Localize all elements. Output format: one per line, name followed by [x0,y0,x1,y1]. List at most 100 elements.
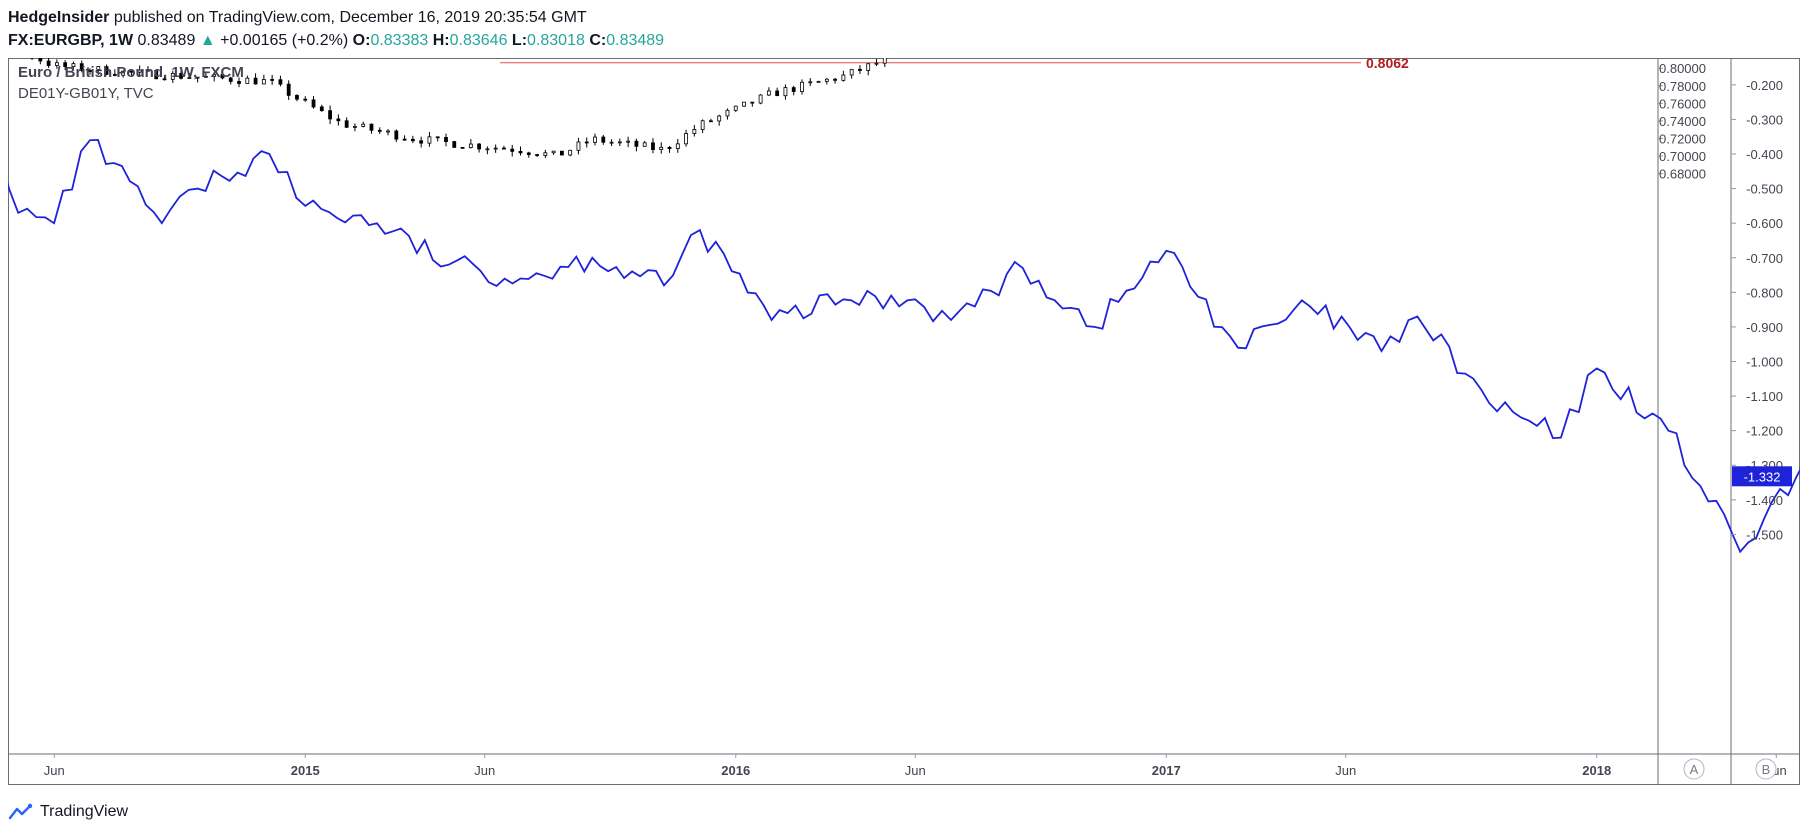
price-tick-label-8: 0.80000 [1659,61,1706,76]
candle-body-54 [319,106,324,112]
candle-body-103 [725,109,730,117]
candle-body-70 [452,141,457,148]
candle-body-23 [63,62,68,67]
candle-body-117 [841,74,846,81]
last-spread-badge [1732,466,1792,487]
candle-body-97 [675,143,680,150]
candle-body-56 [336,118,341,122]
candle-body-111 [791,87,796,92]
candle-body-68 [435,136,440,139]
spread-tick-label-14: -1.500 [1746,527,1783,542]
candle-body-122 [882,56,887,64]
candle-body-104 [733,105,738,111]
spread-tick-label-11: -1.200 [1746,424,1783,439]
candle-body-37 [179,72,183,79]
price-tick-label-14: 0.68000 [1659,167,1706,182]
candle-body-21 [46,60,51,66]
candle-body-119 [858,68,862,71]
candle-body-112 [800,81,804,92]
candle-body-107 [758,94,763,104]
x-tick-label-4: Jun [905,763,926,778]
tradingview-brand[interactable]: TradingView [40,803,129,820]
candle-body-90 [617,141,622,144]
candle-body-38 [187,77,192,80]
candle-body-85 [576,141,581,151]
price-tick-label-9: 0.78000 [1659,79,1706,94]
candle-body-95 [659,146,664,150]
pane-button-a[interactable] [1683,758,1705,780]
candle-body-74 [485,148,490,151]
candle-body-34 [154,69,159,80]
candle-body-110 [783,87,788,97]
candle-body-80 [535,154,539,156]
candle-body-82 [551,150,556,154]
candle-body-94 [651,142,655,150]
time-axis: Jun2015Jun2016Jun2017Jun2018Jun2019Jun20… [44,754,1787,778]
spread-tick-label-8: -0.900 [1746,320,1783,335]
spread-tick-label-1: -0.200 [1746,78,1783,93]
candle-body-100 [700,120,705,130]
price-tick-label-7: 0.82000 [1659,58,1706,59]
chart-svg[interactable]: 0.85000.83000.8062 0.960000.940000.92000… [0,0,1805,785]
pane-button-label-a: A [1690,762,1699,777]
close-label: C: [589,32,607,49]
spread-tick-label-10: -1.100 [1746,389,1783,404]
candle-body-36 [170,72,175,80]
candle-body-105 [742,101,746,107]
candle-body-20 [38,57,43,62]
low-label: L: [511,32,528,49]
legend-overlay[interactable]: DE01Y-GB01Y, TVC [18,85,154,102]
chart-frame[interactable]: 0.85000.83000.8062 0.960000.940000.92000… [0,0,1805,785]
x-tick-label-1: 2015 [291,763,320,778]
x-tick-label-7: 2018 [1582,763,1611,778]
up-triangle-icon: ▲ [199,32,216,49]
candle-body-81 [543,152,548,156]
candle-body-108 [766,90,771,96]
price-change: +0.00165 (+0.2%) [220,32,349,49]
footer: TradingView [8,800,128,824]
price-tick-label-11: 0.74000 [1659,114,1706,129]
candle-body-39 [195,76,200,79]
candle-body-32 [137,69,142,73]
candle-body-106 [750,101,755,104]
candle-body-55 [328,110,332,120]
candle-body-78 [518,150,523,154]
candle-body-101 [709,120,713,123]
spread-line [0,138,1805,554]
candle-body-47 [261,79,266,85]
candle-body-33 [146,69,150,72]
candle-body-96 [667,146,672,150]
spread-tick-label-2: -0.300 [1746,112,1783,127]
publisher-name[interactable]: HedgeInsider [8,9,110,26]
candle-body-102 [717,115,722,122]
legend-main[interactable]: Euro / British Pound, 1W, FXCM [18,64,244,81]
published-text: published on TradingView.com, December 1… [113,9,587,26]
candle-body-43 [228,77,233,82]
candle-body-121 [874,62,879,65]
spread-tick-label-6: -0.700 [1746,251,1783,266]
candle-body-26 [88,70,92,72]
candle-body-58 [353,125,357,128]
spread-tick-label-4: -0.500 [1746,182,1783,197]
candle-body-87 [593,136,597,143]
pane-button-b[interactable] [1755,758,1777,780]
tradingview-logo-icon[interactable] [8,803,34,821]
candle-body-50 [286,83,291,96]
candle-body-89 [609,141,614,144]
candle-body-69 [444,137,448,142]
last-price: 0.83489 [137,32,196,49]
candle-body-77 [510,148,515,152]
spread-tick-label-9: -1.000 [1746,355,1783,370]
close-value: 0.83489 [606,32,665,49]
candle-body-79 [526,152,531,155]
candle-body-109 [775,90,780,97]
candle-body-48 [270,79,275,81]
candle-body-31 [129,70,134,73]
candle-body-93 [642,142,647,147]
symbol-label[interactable]: FX:EURGBP, 1W [8,32,134,49]
candle-body-64 [402,138,407,141]
candle-body-62 [386,130,390,133]
candle-body-120 [866,63,871,71]
price-tick-label-10: 0.76000 [1659,96,1706,111]
